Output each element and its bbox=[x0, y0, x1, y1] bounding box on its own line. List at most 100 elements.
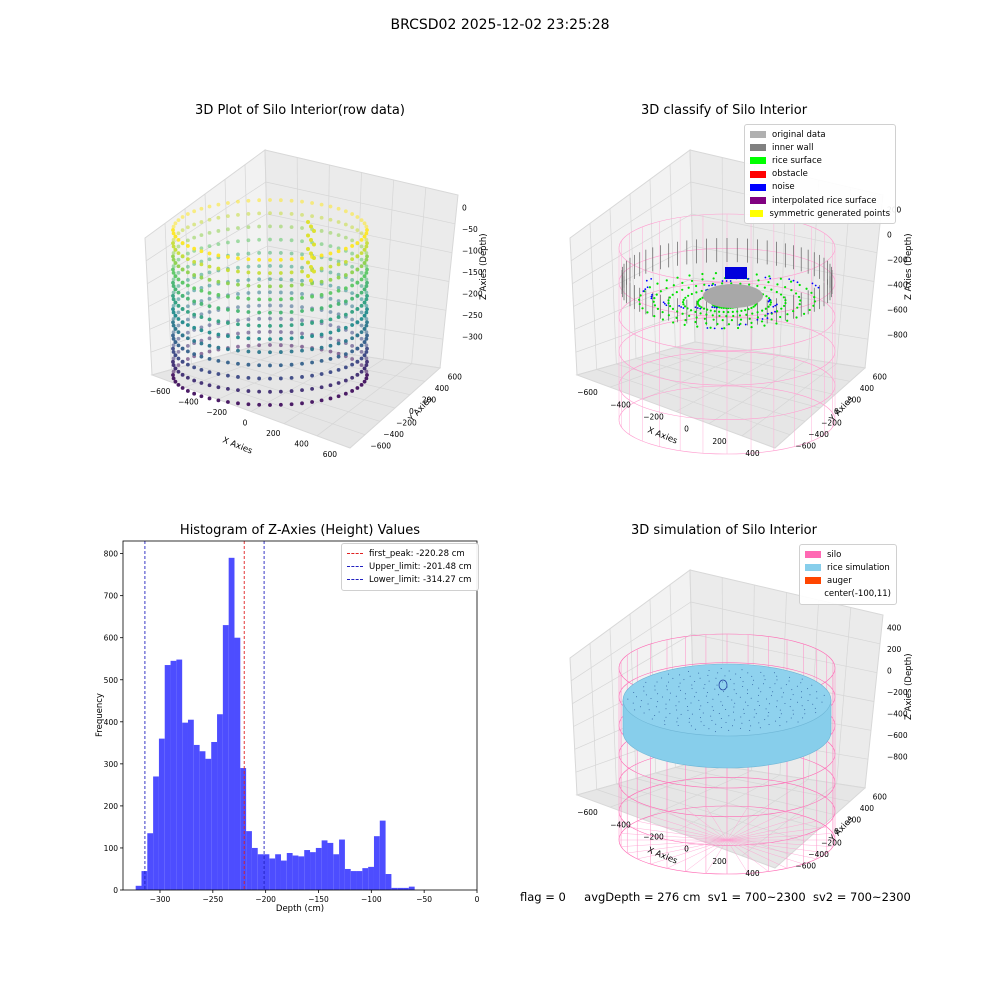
data-point bbox=[216, 319, 221, 324]
rice-point bbox=[694, 310, 697, 314]
data-point bbox=[185, 309, 190, 314]
data-point bbox=[365, 254, 369, 259]
z-tick-label: −800 bbox=[887, 331, 908, 340]
data-point bbox=[171, 237, 176, 242]
noise-point bbox=[761, 318, 764, 320]
data-point bbox=[289, 389, 294, 393]
data-point bbox=[176, 231, 181, 236]
histogram-bar bbox=[176, 659, 183, 890]
data-point bbox=[171, 373, 175, 377]
data-point bbox=[207, 310, 212, 314]
x-tick-label: 400 bbox=[294, 439, 309, 448]
rice-point bbox=[714, 272, 718, 275]
data-point bbox=[185, 244, 190, 248]
data-point bbox=[207, 330, 212, 335]
x-tick-label: 0 bbox=[243, 419, 248, 428]
data-point bbox=[185, 264, 190, 269]
data-point bbox=[207, 383, 212, 388]
histogram-bar bbox=[379, 820, 386, 890]
data-point bbox=[268, 258, 272, 262]
y-tick-label: 600 bbox=[873, 793, 888, 802]
data-point bbox=[364, 251, 369, 255]
histogram-y-ticks: 0 100 200 300 400 500 600 700 800 bbox=[104, 550, 123, 895]
histogram-bar bbox=[246, 831, 252, 890]
histogram-bar bbox=[269, 858, 276, 890]
data-point bbox=[310, 347, 314, 352]
data-point bbox=[300, 278, 304, 283]
data-point bbox=[226, 281, 230, 286]
data-point bbox=[319, 253, 324, 258]
data-point bbox=[171, 277, 176, 282]
data-point bbox=[192, 352, 197, 357]
mesh-point bbox=[748, 719, 750, 721]
rice-point bbox=[676, 276, 679, 279]
z-tick-label: 0 bbox=[887, 231, 892, 240]
data-point bbox=[362, 247, 367, 252]
noise-point bbox=[774, 304, 777, 307]
data-point bbox=[176, 356, 181, 361]
noise-point bbox=[766, 317, 769, 320]
rice-point bbox=[667, 314, 670, 317]
data-point bbox=[362, 340, 367, 345]
data-point bbox=[246, 310, 251, 314]
noise-point bbox=[747, 277, 750, 280]
noise-point bbox=[645, 279, 648, 282]
mesh-point bbox=[792, 709, 794, 711]
mesh-point bbox=[708, 728, 710, 730]
legend-item: obstacle bbox=[750, 168, 890, 181]
mesh-point bbox=[809, 694, 811, 696]
panel4-title: 3D simulation of Silo Interior bbox=[631, 523, 817, 538]
noise-point bbox=[662, 301, 665, 304]
data-point bbox=[359, 238, 364, 242]
mesh-point bbox=[780, 713, 782, 715]
data-point bbox=[365, 359, 369, 364]
data-point bbox=[180, 267, 185, 272]
data-point bbox=[310, 400, 314, 404]
rice-point bbox=[661, 311, 664, 314]
data-point bbox=[310, 201, 314, 205]
data-point bbox=[176, 244, 181, 249]
rice-point bbox=[767, 281, 770, 284]
panel1-z-ticks: 0 −50 −100 −150 −200 −250 −300 bbox=[462, 204, 483, 342]
data-point bbox=[364, 376, 369, 381]
y-tick-label: 600 bbox=[873, 373, 888, 382]
data-point bbox=[289, 283, 294, 288]
data-point bbox=[319, 242, 324, 247]
mesh-point bbox=[634, 709, 636, 711]
data-point bbox=[309, 224, 313, 229]
data-point bbox=[173, 234, 178, 239]
histogram-bar bbox=[315, 847, 322, 890]
mesh-point bbox=[743, 708, 745, 710]
data-point bbox=[364, 363, 369, 368]
mesh-point bbox=[664, 723, 666, 725]
mesh-point bbox=[776, 700, 778, 702]
histogram-bar bbox=[310, 852, 316, 890]
data-point bbox=[350, 304, 355, 309]
rice-point bbox=[780, 307, 783, 310]
y-tick-label: −200 bbox=[821, 418, 842, 427]
data-point bbox=[268, 403, 272, 407]
rice-point bbox=[736, 326, 740, 330]
panel2-x-ticks: −600 −400 −200 0 200 400 bbox=[577, 388, 760, 458]
rice-point bbox=[730, 319, 734, 322]
z-tick-label: 0 bbox=[887, 667, 892, 676]
mesh-point bbox=[800, 696, 802, 698]
histogram-bar bbox=[182, 722, 188, 890]
panel4-zlabel: Z Axies (Depth) bbox=[904, 653, 914, 720]
data-point bbox=[180, 307, 185, 311]
data-point bbox=[171, 290, 176, 295]
data-point bbox=[336, 338, 341, 343]
data-point bbox=[207, 343, 212, 348]
mesh-point bbox=[725, 721, 727, 723]
data-point bbox=[199, 246, 204, 251]
mesh-point bbox=[753, 679, 755, 681]
x-tick-label: −50 bbox=[416, 895, 432, 904]
data-point bbox=[257, 343, 262, 348]
data-point bbox=[236, 331, 240, 336]
noise-point bbox=[680, 306, 683, 308]
silo-spoke bbox=[726, 833, 833, 841]
mesh-point bbox=[763, 675, 765, 677]
legend-item: silo bbox=[805, 548, 891, 561]
data-point bbox=[268, 350, 272, 355]
rice-point bbox=[712, 277, 715, 280]
